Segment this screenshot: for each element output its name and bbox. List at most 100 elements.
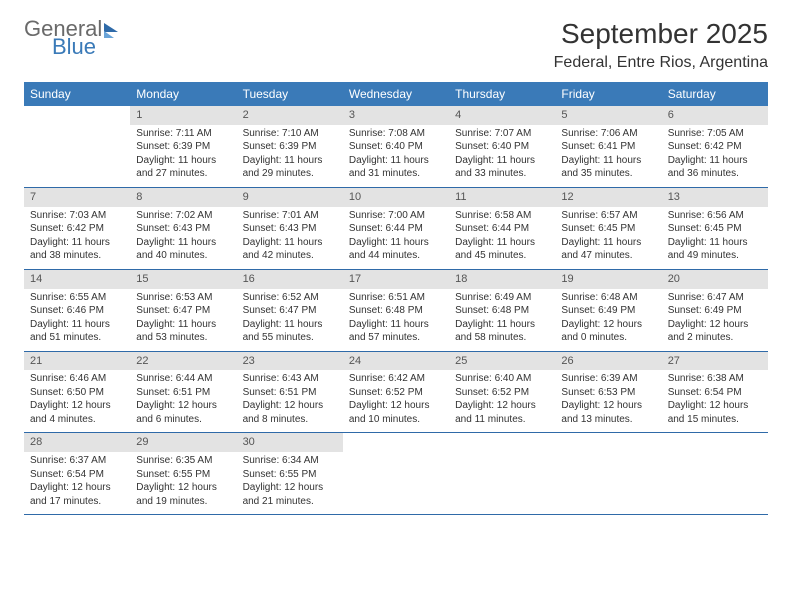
day-cell: 25Sunrise: 6:40 AMSunset: 6:52 PMDayligh… (449, 352, 555, 433)
week-row: 1Sunrise: 7:11 AMSunset: 6:39 PMDaylight… (24, 106, 768, 188)
sunrise-text: Sunrise: 6:55 AM (30, 291, 124, 305)
daylight-text: Daylight: 11 hours and 47 minutes. (561, 236, 655, 263)
day-cell: 28Sunrise: 6:37 AMSunset: 6:54 PMDayligh… (24, 433, 130, 514)
day-cell: 17Sunrise: 6:51 AMSunset: 6:48 PMDayligh… (343, 270, 449, 351)
sunrise-text: Sunrise: 7:02 AM (136, 209, 230, 223)
day-details: Sunrise: 7:03 AMSunset: 6:42 PMDaylight:… (24, 207, 130, 269)
brand-logo: General Blue (24, 18, 118, 58)
sunset-text: Sunset: 6:50 PM (30, 386, 124, 400)
day-cell: 8Sunrise: 7:02 AMSunset: 6:43 PMDaylight… (130, 188, 236, 269)
day-cell: 22Sunrise: 6:44 AMSunset: 6:51 PMDayligh… (130, 352, 236, 433)
sunrise-text: Sunrise: 7:05 AM (668, 127, 762, 141)
sunset-text: Sunset: 6:39 PM (243, 140, 337, 154)
sunrise-text: Sunrise: 7:11 AM (136, 127, 230, 141)
day-details: Sunrise: 6:40 AMSunset: 6:52 PMDaylight:… (449, 370, 555, 432)
dow-wednesday: Wednesday (343, 82, 449, 106)
daylight-text: Daylight: 12 hours and 0 minutes. (561, 318, 655, 345)
daylight-text: Daylight: 11 hours and 38 minutes. (30, 236, 124, 263)
sunset-text: Sunset: 6:48 PM (455, 304, 549, 318)
sunset-text: Sunset: 6:43 PM (136, 222, 230, 236)
daylight-text: Daylight: 12 hours and 2 minutes. (668, 318, 762, 345)
daylight-text: Daylight: 12 hours and 10 minutes. (349, 399, 443, 426)
sunrise-text: Sunrise: 7:07 AM (455, 127, 549, 141)
sunset-text: Sunset: 6:55 PM (136, 468, 230, 482)
day-cell (662, 433, 768, 514)
day-cell: 18Sunrise: 6:49 AMSunset: 6:48 PMDayligh… (449, 270, 555, 351)
sunrise-text: Sunrise: 6:57 AM (561, 209, 655, 223)
dow-tuesday: Tuesday (237, 82, 343, 106)
sunrise-text: Sunrise: 6:34 AM (243, 454, 337, 468)
day-cell: 20Sunrise: 6:47 AMSunset: 6:49 PMDayligh… (662, 270, 768, 351)
daylight-text: Daylight: 11 hours and 35 minutes. (561, 154, 655, 181)
day-details: Sunrise: 6:49 AMSunset: 6:48 PMDaylight:… (449, 289, 555, 351)
dow-friday: Friday (555, 82, 661, 106)
day-cell (555, 433, 661, 514)
title-block: September 2025 Federal, Entre Rios, Arge… (554, 18, 768, 72)
daylight-text: Daylight: 12 hours and 15 minutes. (668, 399, 762, 426)
sunset-text: Sunset: 6:49 PM (668, 304, 762, 318)
day-details: Sunrise: 7:05 AMSunset: 6:42 PMDaylight:… (662, 125, 768, 187)
sunrise-text: Sunrise: 7:08 AM (349, 127, 443, 141)
day-number: 13 (662, 188, 768, 207)
sunrise-text: Sunrise: 6:47 AM (668, 291, 762, 305)
day-number: 19 (555, 270, 661, 289)
sunrise-text: Sunrise: 7:01 AM (243, 209, 337, 223)
day-cell: 11Sunrise: 6:58 AMSunset: 6:44 PMDayligh… (449, 188, 555, 269)
day-cell: 27Sunrise: 6:38 AMSunset: 6:54 PMDayligh… (662, 352, 768, 433)
header: General Blue September 2025 Federal, Ent… (24, 18, 768, 72)
day-details: Sunrise: 6:44 AMSunset: 6:51 PMDaylight:… (130, 370, 236, 432)
sunrise-text: Sunrise: 6:35 AM (136, 454, 230, 468)
sunset-text: Sunset: 6:49 PM (561, 304, 655, 318)
day-details: Sunrise: 6:47 AMSunset: 6:49 PMDaylight:… (662, 289, 768, 351)
brand-mark-icon (104, 23, 118, 32)
dow-saturday: Saturday (662, 82, 768, 106)
sunset-text: Sunset: 6:48 PM (349, 304, 443, 318)
sunset-text: Sunset: 6:54 PM (668, 386, 762, 400)
day-number: 11 (449, 188, 555, 207)
sunrise-text: Sunrise: 7:00 AM (349, 209, 443, 223)
day-cell: 13Sunrise: 6:56 AMSunset: 6:45 PMDayligh… (662, 188, 768, 269)
sunrise-text: Sunrise: 6:43 AM (243, 372, 337, 386)
day-details: Sunrise: 6:52 AMSunset: 6:47 PMDaylight:… (237, 289, 343, 351)
sunset-text: Sunset: 6:42 PM (668, 140, 762, 154)
week-row: 21Sunrise: 6:46 AMSunset: 6:50 PMDayligh… (24, 352, 768, 434)
daylight-text: Daylight: 11 hours and 33 minutes. (455, 154, 549, 181)
weeks-container: 1Sunrise: 7:11 AMSunset: 6:39 PMDaylight… (24, 106, 768, 515)
sunset-text: Sunset: 6:47 PM (243, 304, 337, 318)
day-details: Sunrise: 6:57 AMSunset: 6:45 PMDaylight:… (555, 207, 661, 269)
sunset-text: Sunset: 6:40 PM (455, 140, 549, 154)
day-cell: 3Sunrise: 7:08 AMSunset: 6:40 PMDaylight… (343, 106, 449, 187)
day-cell (343, 433, 449, 514)
daylight-text: Daylight: 11 hours and 55 minutes. (243, 318, 337, 345)
daylight-text: Daylight: 12 hours and 21 minutes. (243, 481, 337, 508)
day-cell: 23Sunrise: 6:43 AMSunset: 6:51 PMDayligh… (237, 352, 343, 433)
sunset-text: Sunset: 6:52 PM (455, 386, 549, 400)
day-details: Sunrise: 7:10 AMSunset: 6:39 PMDaylight:… (237, 125, 343, 187)
dow-monday: Monday (130, 82, 236, 106)
day-number: 2 (237, 106, 343, 125)
day-number: 29 (130, 433, 236, 452)
daylight-text: Daylight: 11 hours and 44 minutes. (349, 236, 443, 263)
day-cell: 29 Sunrise: 6:35 AMSunset: 6:55 PMDayligh… (130, 433, 236, 514)
day-number: 9 (237, 188, 343, 207)
day-cell: 7Sunrise: 7:03 AMSunset: 6:42 PMDaylight… (24, 188, 130, 269)
sunrise-text: Sunrise: 6:48 AM (561, 291, 655, 305)
dow-thursday: Thursday (449, 82, 555, 106)
daylight-text: Daylight: 11 hours and 53 minutes. (136, 318, 230, 345)
calendar: Sunday Monday Tuesday Wednesday Thursday… (24, 82, 768, 515)
daylight-text: Daylight: 12 hours and 19 minutes. (136, 481, 230, 508)
day-details: Sunrise: 7:01 AMSunset: 6:43 PMDaylight:… (237, 207, 343, 269)
week-row: 14Sunrise: 6:55 AMSunset: 6:46 PMDayligh… (24, 270, 768, 352)
day-number: 17 (343, 270, 449, 289)
day-number: 6 (662, 106, 768, 125)
sunset-text: Sunset: 6:45 PM (668, 222, 762, 236)
page: General Blue September 2025 Federal, Ent… (0, 0, 792, 533)
day-details: Sunrise: 6:51 AMSunset: 6:48 PMDaylight:… (343, 289, 449, 351)
day-number: 22 (130, 352, 236, 371)
day-cell: 14Sunrise: 6:55 AMSunset: 6:46 PMDayligh… (24, 270, 130, 351)
sunrise-text: Sunrise: 6:46 AM (30, 372, 124, 386)
day-number: 14 (24, 270, 130, 289)
sunset-text: Sunset: 6:55 PM (243, 468, 337, 482)
day-details: Sunrise: 6:46 AMSunset: 6:50 PMDaylight:… (24, 370, 130, 432)
day-number: 15 (130, 270, 236, 289)
